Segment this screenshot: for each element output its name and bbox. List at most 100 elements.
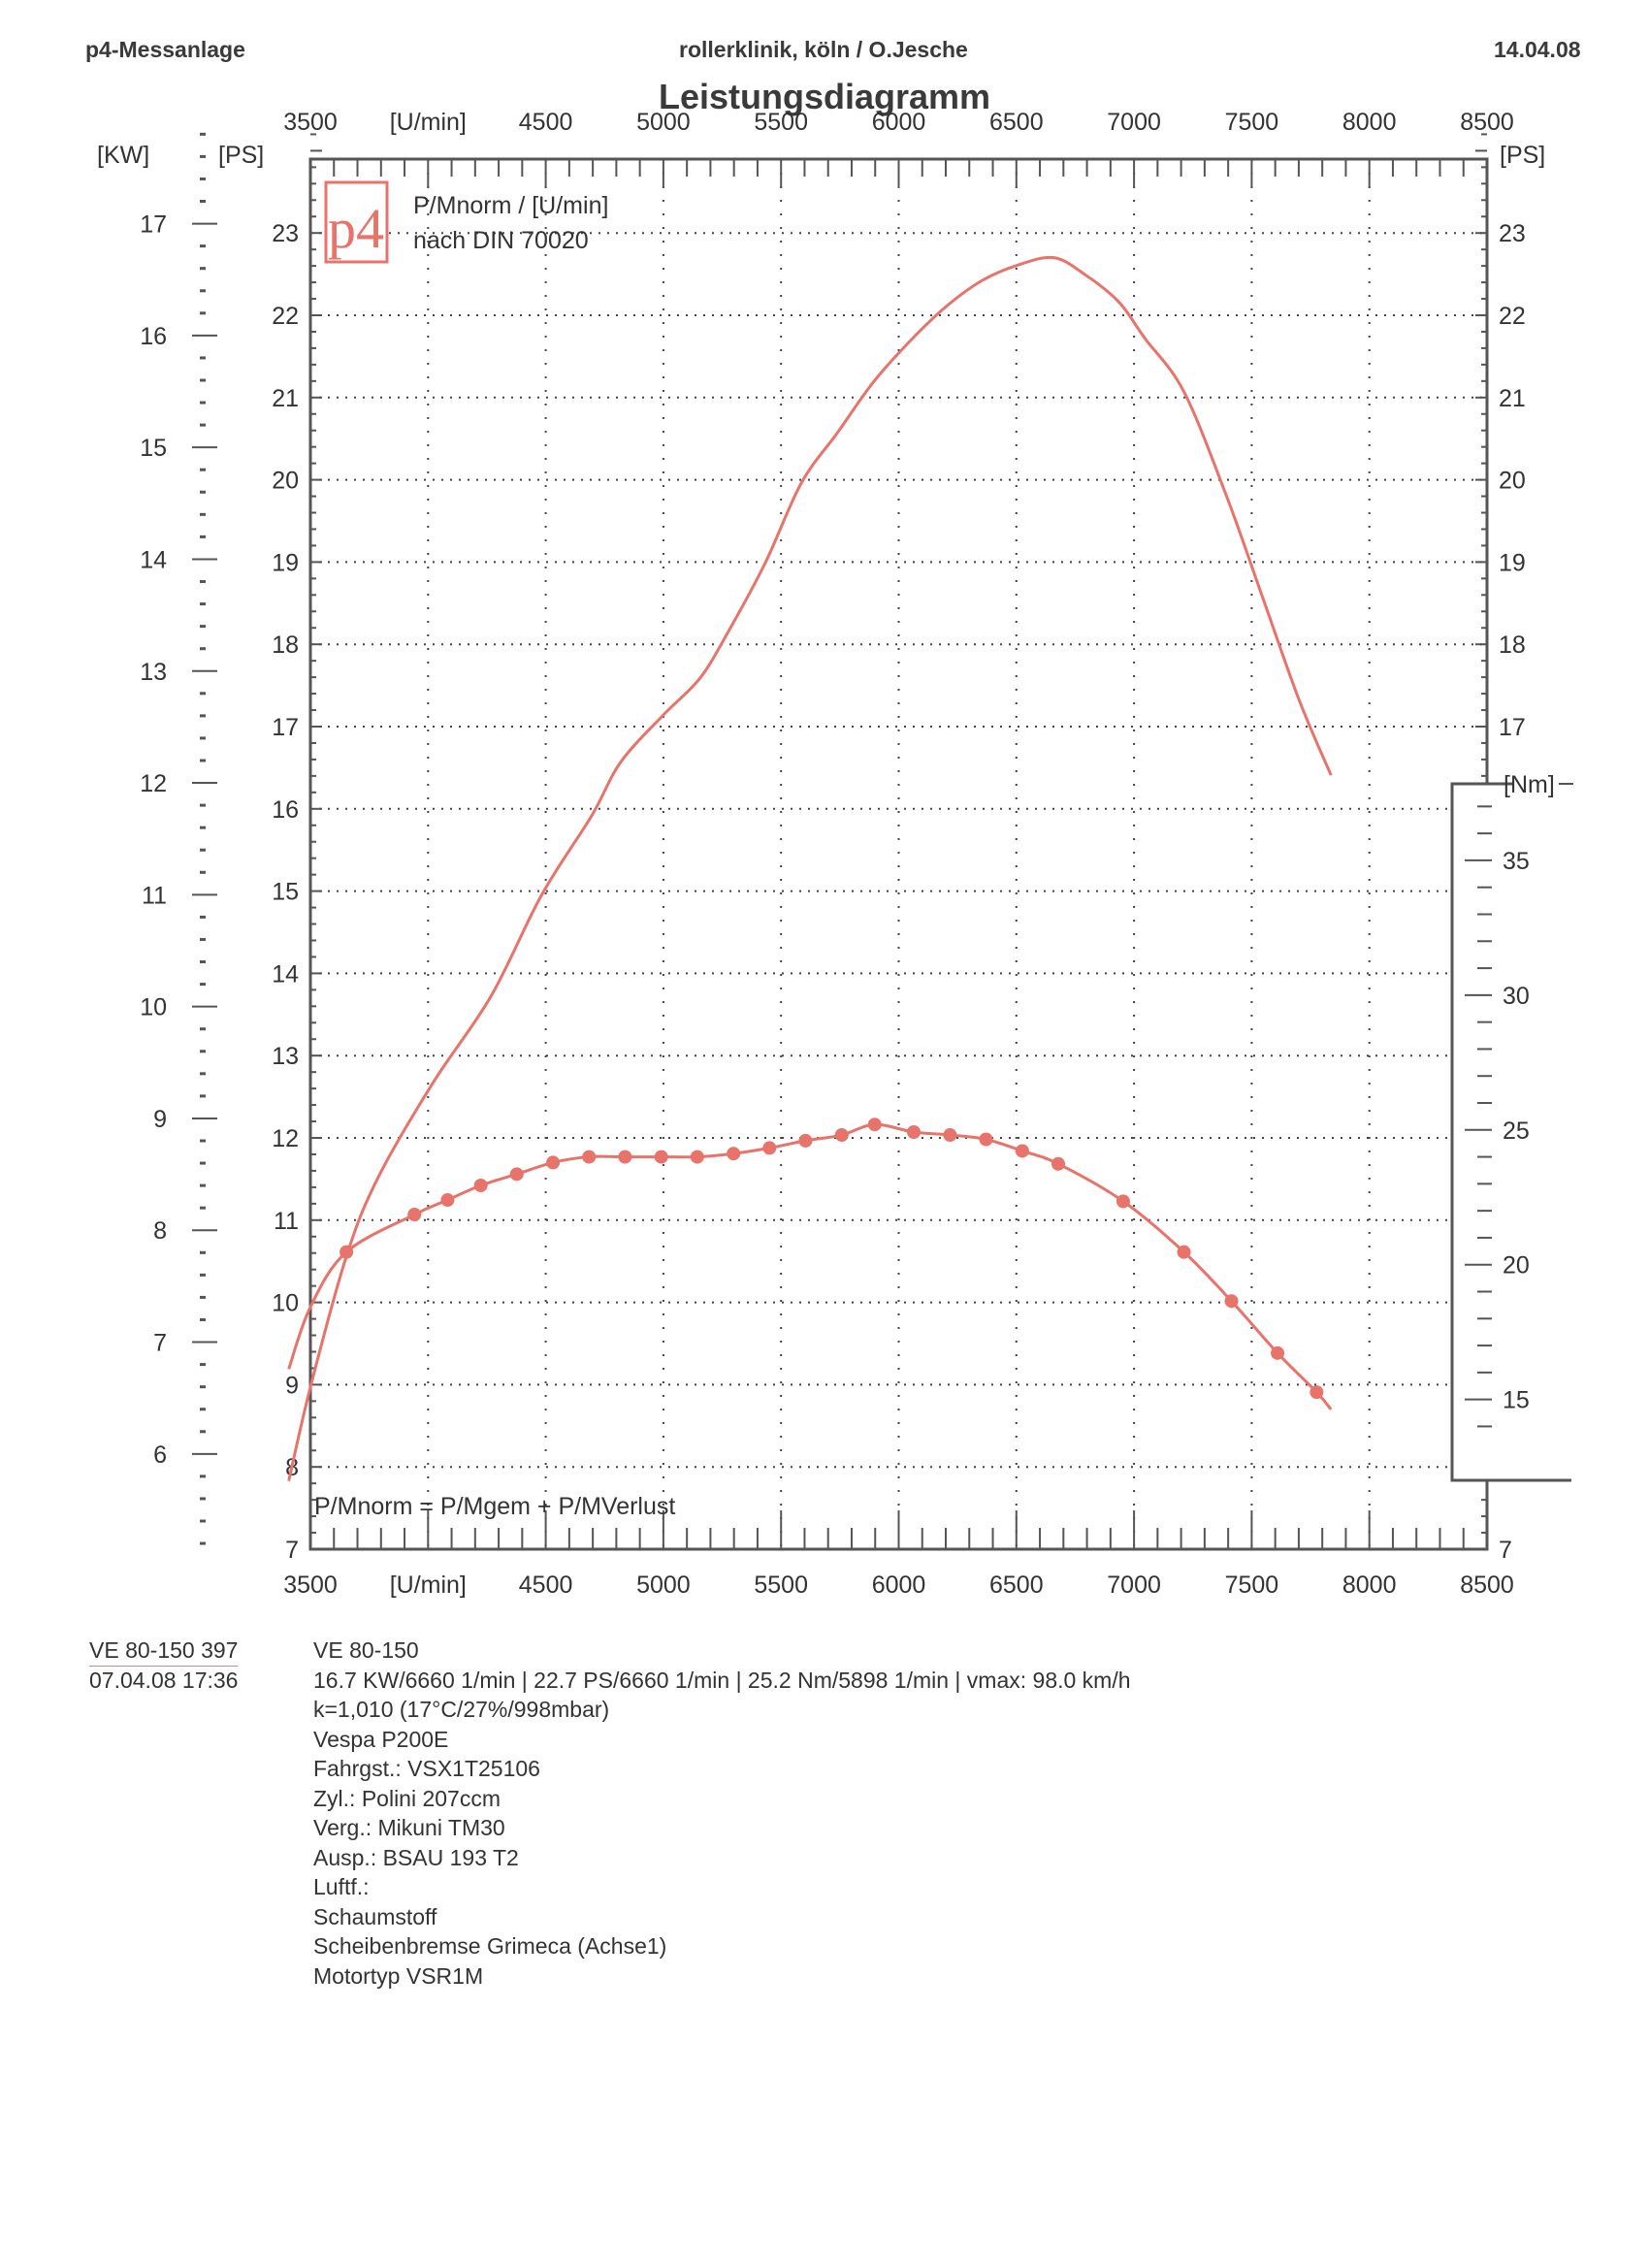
x-tick-label-bottom: 8000 (1342, 1571, 1397, 1599)
ps-tick-label-right: 18 (1499, 632, 1526, 659)
ps-tick-label-right: 19 (1499, 549, 1526, 576)
ps-tick-label-left: 14 (272, 960, 299, 988)
x-tick-label-top: 8000 (1342, 109, 1397, 136)
chart-title: Leistungsdiagramm (659, 77, 990, 116)
ps-tick-label-left: 19 (272, 549, 299, 576)
torque-point (1224, 1294, 1239, 1309)
x-tick-label-bottom: [U/min] (390, 1571, 467, 1599)
ps-tick-label-left: 16 (272, 796, 299, 824)
torque-point (654, 1150, 668, 1164)
torque-point (1116, 1194, 1130, 1209)
x-tick-label-top: 8500 (1460, 109, 1514, 136)
info-line: 16.7 KW/6660 1/min | 22.7 PS/6660 1/min … (313, 1667, 1131, 1693)
legend-line-2: nach DIN 70020 (413, 227, 589, 254)
torque-point (690, 1150, 704, 1164)
ps-tick-label-left: 17 (272, 714, 299, 741)
ps-axis-label-right: [PS] (1500, 142, 1545, 169)
ps-tick-label-right: 20 (1499, 468, 1526, 495)
x-tick-label-top: [U/min] (390, 109, 467, 136)
p4-logo-text: p4 (328, 197, 384, 260)
p4-logo (324, 180, 389, 264)
x-tick-label-top: 7000 (1107, 109, 1161, 136)
nm-tick-label: 15 (1503, 1387, 1530, 1414)
x-tick-label-top: 7500 (1225, 109, 1279, 136)
kw-tick-label: 8 (153, 1217, 167, 1245)
ps-tick-label-left: 18 (272, 632, 299, 659)
torque-point (1015, 1144, 1029, 1158)
kw-tick-label: 16 (140, 323, 167, 350)
info-line: Schaumstoff (313, 1903, 437, 1929)
x-tick-label-bottom: 7500 (1225, 1571, 1279, 1599)
x-tick-label-top: 5000 (636, 109, 691, 136)
measurement-id: VE 80-150 397 (89, 1636, 239, 1667)
nm-tick-label: 30 (1503, 983, 1530, 1010)
torque-point (834, 1128, 849, 1143)
x-tick-label-top: 4500 (519, 109, 573, 136)
nm-tick-label: 35 (1503, 848, 1530, 875)
header-left: p4-Messanlage (85, 37, 245, 62)
x-tick-label-top: 3500 (283, 109, 338, 136)
torque-point (618, 1150, 632, 1164)
info-line: VE 80-150 (313, 1637, 419, 1663)
kw-tick-label: 10 (140, 994, 167, 1021)
torque-point (907, 1125, 922, 1139)
kw-axis-label: [KW] (97, 142, 149, 169)
ps-tick-label-left: 23 (272, 220, 299, 247)
torque-point (727, 1147, 741, 1161)
ps-tick-label-left: 21 (272, 385, 299, 412)
torque-point (798, 1133, 813, 1148)
measurement-datetime: 07.04.08 17:36 (89, 1668, 239, 1693)
info-line: Motortyp VSR1M (313, 1962, 484, 1989)
ps-tick-label-left: 7 (285, 1537, 299, 1564)
kw-tick-label: 12 (140, 770, 167, 797)
info-line: Ausp.: BSAU 193 T2 (313, 1844, 519, 1870)
x-tick-label-bottom: 6500 (989, 1571, 1044, 1599)
torque-point (546, 1155, 561, 1170)
torque-point (440, 1193, 455, 1208)
kw-tick-label: 14 (140, 546, 167, 573)
nm-tick-label: 20 (1503, 1252, 1530, 1280)
kw-tick-label: 15 (140, 435, 167, 462)
x-tick-label-top: 5500 (754, 109, 808, 136)
x-tick-label-bottom: 5500 (754, 1571, 808, 1599)
torque-point (979, 1132, 993, 1147)
nm-box-frame (1450, 782, 1571, 1482)
power-curve (287, 255, 1333, 1481)
power-chart: Leistungsdiagramm 3500 3500 [U/min] [U/min] 4… (97, 77, 1573, 1599)
x-tick-label-top: 6500 (989, 109, 1044, 136)
torque-point (509, 1167, 524, 1182)
formula-label: P/Mnorm = P/Mgem + P/MVerlust (314, 1493, 675, 1520)
torque-point (867, 1118, 882, 1132)
torque-point (407, 1208, 422, 1222)
ps-tick-label-left: 13 (272, 1043, 299, 1070)
nm-box-bg (1452, 784, 1572, 1480)
ps-tick-label-left: 15 (272, 879, 299, 906)
legend-line-1: P/Mnorm / [U/min] (413, 192, 608, 219)
ps-tick-label-left: 22 (272, 303, 299, 330)
info-line: Verg.: Mikuni TM30 (313, 1815, 505, 1840)
torque-curve (287, 1122, 1333, 1410)
torque-point (473, 1179, 488, 1193)
ps-tick-label-left: 11 (274, 1208, 299, 1235)
info-line: Vespa P200E (313, 1726, 449, 1752)
kw-tick-label: 7 (153, 1330, 167, 1357)
nm-tick-label: 25 (1503, 1118, 1530, 1145)
vehicle-info: VE 80-150 16.7 KW/6660 1/min | 22.7 PS/66… (313, 1636, 1131, 1991)
torque-point (943, 1128, 957, 1143)
x-tick-label-bottom: 6000 (872, 1571, 926, 1599)
ps-tick-label-right: 17 (1499, 714, 1526, 741)
info-line: Zyl.: Polini 207ccm (313, 1785, 501, 1811)
x-tick-label-bottom: 4500 (519, 1571, 573, 1599)
torque-point (1271, 1345, 1285, 1360)
info-line: Fahrgst.: VSX1T25106 (313, 1756, 540, 1781)
torque-point (1310, 1385, 1324, 1400)
torque-point (1177, 1245, 1191, 1259)
x-tick-label-bottom: 5000 (636, 1571, 691, 1599)
torque-point (1051, 1156, 1065, 1171)
ps-tick-label-right: 7 (1499, 1537, 1512, 1564)
ps-axis-label-left: [PS] (218, 142, 264, 169)
nm-axis-label: [Nm] (1504, 771, 1555, 798)
kw-tick-label: 11 (142, 882, 167, 909)
ps-tick-label-left: 10 (272, 1290, 299, 1317)
ps-tick-label-left: 9 (285, 1372, 299, 1399)
